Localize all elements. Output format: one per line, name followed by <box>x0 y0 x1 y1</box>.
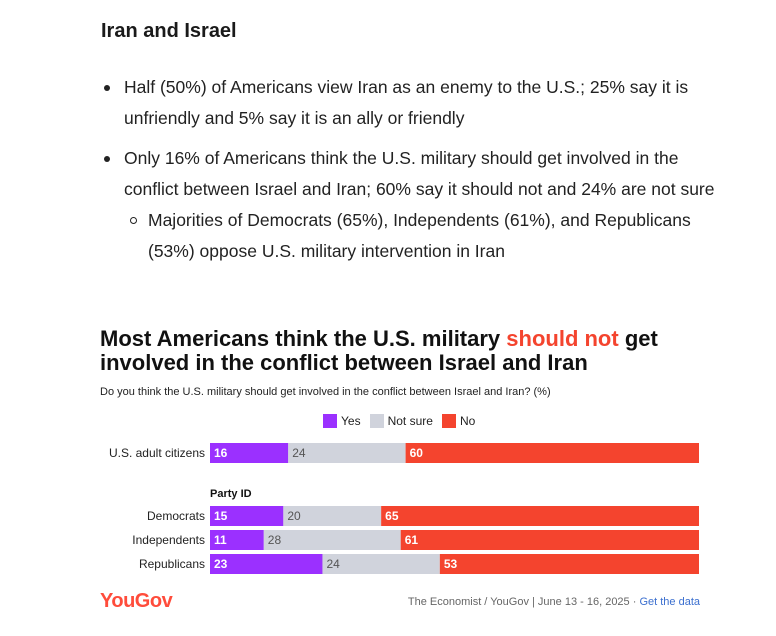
section-title: Iran and Israel <box>101 20 237 42</box>
chart-title: Most Americans think the U.S. military s… <box>100 327 720 375</box>
legend-swatch-yes <box>323 414 337 428</box>
legend-label-no: No <box>459 414 476 428</box>
row-label: U.S. adult citizens <box>109 446 205 460</box>
row-label: Democrats <box>147 509 205 523</box>
bar-not_sure <box>263 530 401 550</box>
bullet-item: Only 16% of Americans think the U.S. mil… <box>100 143 720 205</box>
legend-label-not-sure: Not sure <box>387 414 433 428</box>
get-the-data-link[interactable]: Get the data <box>639 596 700 608</box>
chart-legend: Yes Not sure No <box>323 414 484 428</box>
bar-no <box>405 443 699 463</box>
legend-item-yes: Yes <box>323 414 361 428</box>
bar-yes <box>210 443 289 463</box>
data-label-yes: 23 <box>214 557 228 571</box>
bar-not_sure <box>288 443 406 463</box>
bullet-list: Half (50%) of Americans view Iran as an … <box>100 72 720 267</box>
bullet-text: Half (50%) of Americans view Iran as an … <box>124 77 689 128</box>
chart-title-highlight: should not <box>506 326 619 351</box>
row-label: Independents <box>132 533 205 547</box>
sub-bullet-text: Majorities of Democrats (65%), Independe… <box>148 210 691 261</box>
data-label-no: 53 <box>444 557 458 571</box>
data-label-yes: 11 <box>214 533 227 547</box>
data-label-not_sure: 24 <box>292 446 306 460</box>
yougov-logo: YouGov <box>100 590 173 612</box>
bullet-dot-icon <box>104 85 110 91</box>
bullet-dot-icon <box>104 156 110 162</box>
bullet-item: Half (50%) of Americans view Iran as an … <box>100 72 720 134</box>
chart-title-part1: Most Americans think the U.S. military <box>100 326 507 351</box>
source-note: The Economist / YouGov | June 13 - 16, 2… <box>408 596 700 608</box>
data-label-yes: 15 <box>214 509 228 523</box>
bar-yes <box>210 530 264 550</box>
bar-not_sure <box>283 506 382 526</box>
data-label-yes: 16 <box>214 446 228 460</box>
bar-no <box>400 530 699 550</box>
chart-subtitle: Do you think the U.S. military should ge… <box>100 386 551 398</box>
group-label-party-id: Party ID <box>210 488 252 500</box>
data-label-no: 60 <box>410 446 424 460</box>
data-label-not_sure: 28 <box>268 533 282 547</box>
data-label-no: 61 <box>405 533 419 547</box>
legend-swatch-no <box>441 414 456 428</box>
data-label-not_sure: 24 <box>326 557 340 571</box>
legend-label-yes: Yes <box>341 414 361 428</box>
legend-item-no: No <box>441 414 476 428</box>
bar-not_sure <box>322 554 440 574</box>
bar-no <box>439 554 699 574</box>
legend-swatch-not-sure <box>369 414 384 428</box>
data-label-no: 65 <box>385 509 399 523</box>
source-text: The Economist / YouGov | June 13 - 16, 2… <box>407 596 640 608</box>
data-label-not_sure: 20 <box>287 509 301 523</box>
chart-title-part2: get involved in the conflict between Isr… <box>100 326 658 375</box>
sub-bullet-circle-icon <box>130 217 137 224</box>
bar-yes <box>210 506 284 526</box>
sub-bullet-item: Majorities of Democrats (65%), Independe… <box>100 205 720 267</box>
row-label: Republicans <box>139 557 205 571</box>
bullet-text: Only 16% of Americans think the U.S. mil… <box>124 148 715 199</box>
legend-item-not-sure: Not sure <box>369 414 433 428</box>
bar-yes <box>210 554 323 574</box>
bar-no <box>381 506 699 526</box>
